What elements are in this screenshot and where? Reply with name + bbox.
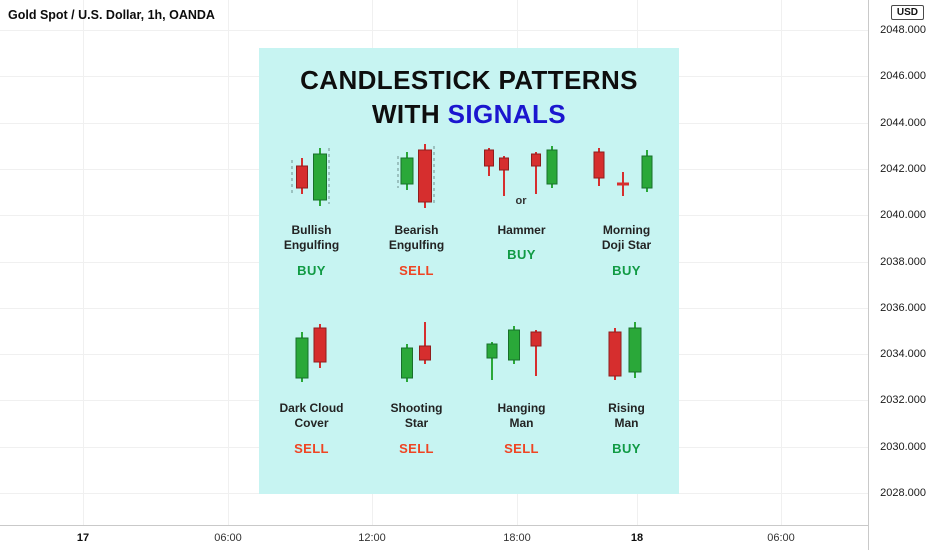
gridline-vertical [228,0,229,525]
svg-text:or: or [515,195,527,207]
pattern-name: Hanging Man [497,400,546,431]
pattern-signal: SELL [504,440,539,456]
panel-title: CANDLESTICK PATTERNS WITH SIGNALS [300,64,638,132]
time-axis-label: 18 [630,532,644,544]
pattern-hanging-man: Hanging Man SELL [469,320,574,456]
pattern-signal: BUY [612,262,641,278]
time-axis[interactable]: 17 06:00 12:00 18:00 18 06:00 [0,525,868,550]
pattern-name: Bearish Engulfing [388,222,445,253]
dark-cloud-cover-drawing [295,323,326,382]
pattern-signal: BUY [612,440,641,456]
pattern-signal: SELL [294,440,329,456]
time-axis-label: 06:00 [767,532,795,544]
panel-title-with: WITH [371,98,441,129]
panel-title-signals: SIGNALS [447,98,567,129]
pattern-bullish-engulfing: Bullish Engulfing BUY [259,142,364,278]
pattern-signal: SELL [399,262,434,278]
price-axis-label: 2038.000 [880,255,926,268]
price-axis-label: 2046.000 [880,70,926,83]
price-axis-label: 2036.000 [880,301,926,314]
time-axis-label: 18:00 [503,532,531,544]
candlestick-patterns-panel[interactable]: CANDLESTICK PATTERNS WITH SIGNALS Bullis… [259,48,679,494]
pattern-morning-doji-star: Morning Doji Star BUY [574,142,679,278]
currency-badge[interactable]: USD [890,5,924,20]
pattern-hammer: or Hammer BUY [469,142,574,278]
pattern-signal: SELL [399,440,434,456]
pattern-name: Rising Man [608,400,645,431]
gridline-horizontal [0,30,868,31]
chart-area[interactable]: Gold Spot / U.S. Dollar, 1h, OANDA CANDL… [0,0,868,525]
bullish-engulfing-drawing [291,147,329,206]
time-axis-label: 06:00 [214,532,242,544]
price-axis-label: 2034.000 [880,348,926,361]
gridline-vertical [781,0,782,525]
bearish-engulfing-drawing [397,143,434,208]
pattern-name: Morning Doji Star [601,222,652,253]
patterns-row-2: Dark Cloud Cover SELL Shooting Star SELL Hangi… [259,320,679,456]
pattern-bearish-engulfing: Bearish Engulfing SELL [364,142,469,278]
price-axis-label: 2030.000 [880,440,926,453]
hanging-man-drawing [486,325,541,380]
symbol-title[interactable]: Gold Spot / U.S. Dollar, 1h, OANDA [8,8,215,22]
pattern-signal: BUY [297,262,326,278]
price-axis-label: 2044.000 [880,116,926,129]
hammer-drawing: or [483,145,557,207]
price-axis-label: 2032.000 [880,394,926,407]
price-axis-label: 2028.000 [880,487,926,499]
pattern-name: Dark Cloud Cover [279,400,344,431]
pattern-signal: BUY [507,247,536,263]
pattern-dark-cloud-cover: Dark Cloud Cover SELL [259,320,364,456]
price-axis-label: 2040.000 [880,209,926,222]
pattern-name: Bullish Engulfing [283,222,340,253]
price-axis-label: 2048.000 [880,24,926,36]
panel-title-line1: CANDLESTICK PATTERNS [300,65,638,95]
rising-man-drawing [608,321,641,380]
morning-doji-star-drawing [593,147,652,196]
price-axis-label: 2042.000 [880,162,926,175]
pattern-name: Shooting Star [390,400,443,431]
pattern-name: Hammer [497,222,546,237]
pattern-rising-man: Rising Man BUY [574,320,679,456]
shooting-star-drawing [400,321,431,382]
gridline-vertical [83,0,84,525]
patterns-row-1: Bullish Engulfing BUY Bearish Engulfing SELL o… [259,142,679,278]
price-axis[interactable]: USD 2048.000 2046.000 2044.000 2042.000 2040… [868,0,932,550]
time-axis-label: 17 [76,532,90,544]
time-axis-label: 12:00 [358,532,386,544]
pattern-shooting-star: Shooting Star SELL [364,320,469,456]
